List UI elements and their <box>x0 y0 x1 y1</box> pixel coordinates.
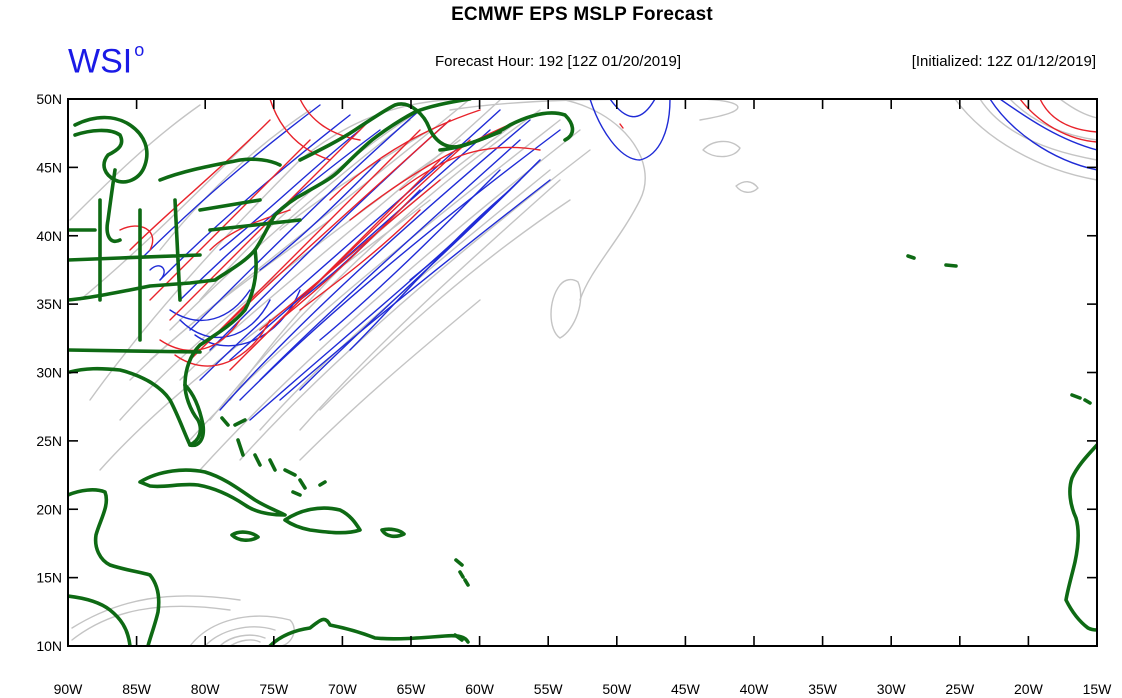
lon-tick-label: 60W <box>465 681 495 697</box>
lake-erie-ontario <box>158 157 282 182</box>
lesser-antilles <box>454 558 470 587</box>
bahamas <box>220 416 327 497</box>
lake-michigan <box>105 168 122 243</box>
lon-tick-label: 20W <box>1014 681 1044 697</box>
logo-text: WSI <box>68 42 133 81</box>
lon-tick-label: 45W <box>671 681 701 697</box>
forecast-hour-label: Forecast Hour: 192 [12Z 01/20/2019] <box>435 53 681 70</box>
lon-tick-label: 85W <box>122 681 152 697</box>
logo-superscript: o <box>134 40 145 60</box>
maritimes-coastline <box>298 102 575 162</box>
great-lakes <box>73 115 149 184</box>
central-america <box>68 488 161 646</box>
lon-tick-label: 75W <box>259 681 289 697</box>
lon-tick-label: 25W <box>945 681 975 697</box>
lat-tick-label: 10N <box>36 638 62 654</box>
lat-tick-label: 35N <box>36 296 62 312</box>
lat-tick-label: 25N <box>36 433 62 449</box>
initialized-label: [Initialized: 12Z 01/12/2019] <box>911 53 1096 70</box>
latitude-ticks <box>68 166 1097 579</box>
lon-tick-label: 50W <box>602 681 632 697</box>
south-america-north <box>268 617 470 646</box>
lat-tick-label: 20N <box>36 501 62 517</box>
wsi-logo: WSI o <box>68 36 144 79</box>
cuba <box>138 468 287 517</box>
florida <box>183 383 206 448</box>
lon-tick-label: 65W <box>397 681 427 697</box>
africa-coastline <box>1064 443 1097 632</box>
longitude-ticks <box>135 99 1030 646</box>
lat-tick-label: 15N <box>36 570 62 586</box>
us-southeast-coastline <box>68 248 258 447</box>
chart-title: ECMWF EPS MSLP Forecast <box>451 4 713 25</box>
us-east-coastline <box>68 99 472 302</box>
lon-tick-label: 30W <box>877 681 907 697</box>
state-boundaries <box>68 198 302 354</box>
trinidad <box>453 633 464 642</box>
latitude-labels: 50N 45N 40N 35N 30N 25N 20N 15N 10N <box>36 91 62 654</box>
longitude-labels: 90W 85W 80W 75W 70W 65W 60W 55W 50W 45W 40W 35W 30W 2… <box>54 681 1113 697</box>
lat-tick-label: 30N <box>36 365 62 381</box>
canary-islands <box>1070 393 1092 405</box>
lon-tick-label: 55W <box>534 681 564 697</box>
lon-tick-label: 35W <box>808 681 838 697</box>
puerto-rico <box>380 527 406 539</box>
lat-tick-label: 40N <box>36 228 62 244</box>
lon-tick-label: 70W <box>328 681 358 697</box>
lon-tick-label: 90W <box>54 681 84 697</box>
lon-tick-label: 15W <box>1083 681 1113 697</box>
nova-scotia <box>438 130 502 152</box>
lat-tick-label: 45N <box>36 159 62 175</box>
lat-tick-label: 50N <box>36 91 62 107</box>
jamaica <box>230 530 260 542</box>
central-america-west <box>68 594 132 646</box>
ensemble-gray-isobars <box>69 99 1097 646</box>
ensemble-blue-isobars <box>139 99 1097 421</box>
hispaniola <box>283 506 362 535</box>
lon-tick-label: 80W <box>191 681 221 697</box>
azores <box>906 254 958 268</box>
coastlines <box>68 99 1097 646</box>
lon-tick-label: 40W <box>740 681 770 697</box>
ensemble-red-isobars <box>119 99 1097 371</box>
